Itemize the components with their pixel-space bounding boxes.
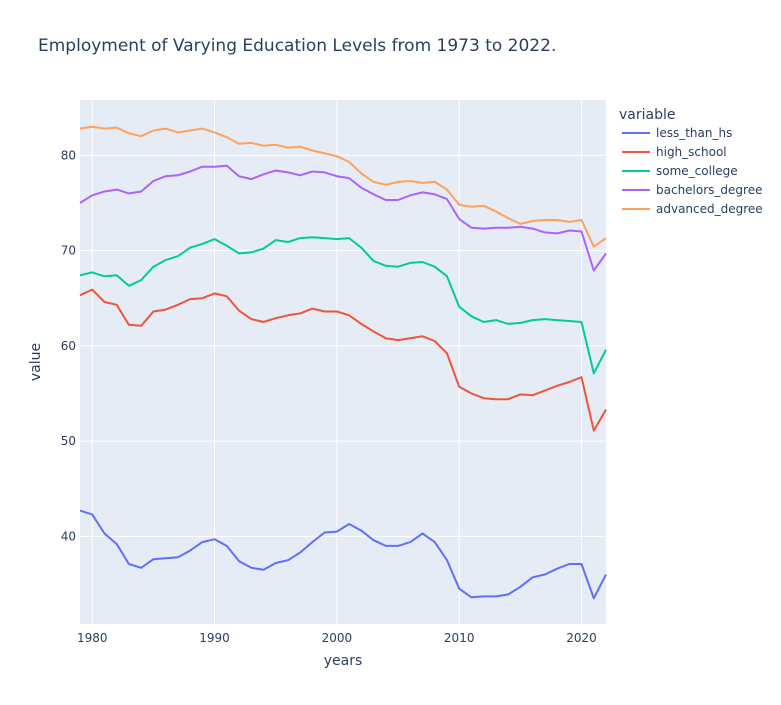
series-line-less_than_hs: [79, 509, 607, 600]
y-axis-ticks: 40 50 60 70 80: [61, 148, 76, 543]
series-lines: [79, 125, 607, 600]
x-tick-label: 2010: [444, 631, 475, 645]
grid-lines: [80, 100, 606, 624]
series-line-some_college: [79, 236, 607, 375]
x-tick-label: 2000: [322, 631, 353, 645]
legend: variable less_than_hs high_school some_col…: [619, 107, 763, 216]
x-tick-label: 1980: [77, 631, 108, 645]
legend-label: advanced_degree: [656, 202, 763, 216]
series-line-bachelors_degree: [79, 164, 607, 272]
legend-label: less_than_hs: [656, 126, 732, 140]
legend-item-some_college[interactable]: some_college: [622, 164, 738, 178]
y-tick-label: 70: [61, 244, 76, 258]
legend-label: bachelors_degree: [656, 183, 762, 197]
legend-label: some_college: [656, 164, 738, 178]
y-tick-label: 80: [61, 148, 76, 162]
series-line-high_school: [79, 288, 607, 432]
legend-title: variable: [619, 107, 675, 123]
y-tick-label: 40: [61, 529, 76, 543]
legend-item-high_school[interactable]: high_school: [622, 145, 727, 159]
legend-item-bachelors_degree[interactable]: bachelors_degree: [622, 183, 762, 197]
x-tick-label: 1990: [199, 631, 230, 645]
x-axis-ticks: 1980 1990 2000 2010 2020: [77, 631, 597, 645]
x-tick-label: 2020: [566, 631, 597, 645]
legend-item-advanced_degree[interactable]: advanced_degree: [622, 202, 763, 216]
x-axis-label: years: [324, 653, 363, 669]
series-line-advanced_degree: [79, 125, 607, 248]
y-axis-label: value: [28, 343, 44, 381]
y-tick-label: 60: [61, 339, 76, 353]
chart-title: Employment of Varying Education Levels f…: [38, 36, 556, 56]
legend-item-less_than_hs[interactable]: less_than_hs: [622, 126, 732, 140]
legend-label: high_school: [656, 145, 727, 159]
y-tick-label: 50: [61, 434, 76, 448]
